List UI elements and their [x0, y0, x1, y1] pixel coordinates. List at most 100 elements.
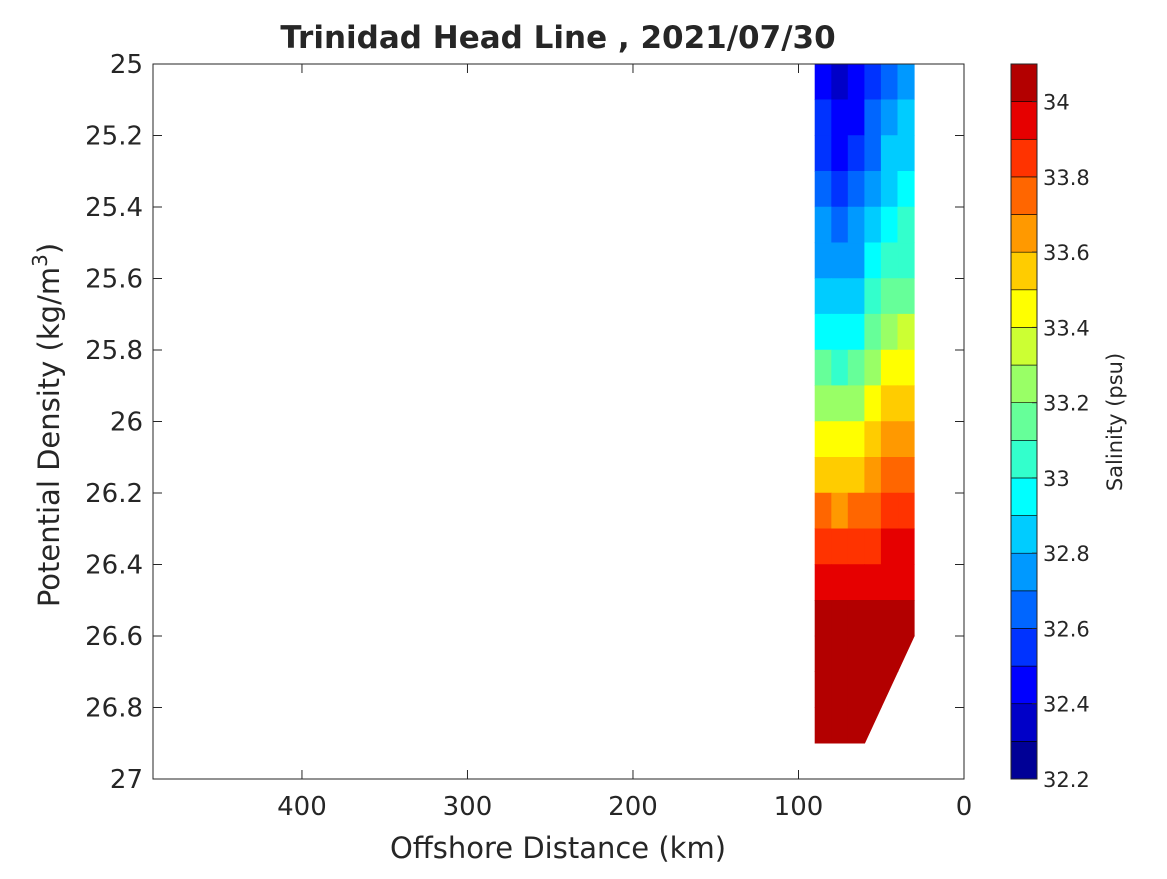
contour-cell — [831, 242, 849, 279]
contour-cell — [831, 671, 849, 708]
contour-cell — [831, 278, 849, 315]
contour-cell — [897, 313, 915, 351]
contour-cell — [880, 635, 899, 673]
contour-cell — [847, 671, 866, 708]
y-axis-label-superscript: 3 — [28, 254, 52, 267]
colorbar-swatch — [1010, 138, 1038, 178]
contour-cell — [814, 707, 832, 744]
colorbar-tick-label: 33.6 — [1043, 241, 1090, 265]
contour-cell — [814, 171, 832, 208]
chart-title: Trinidad Head Line , 2021/07/30 — [280, 20, 835, 56]
y-tick-label: 25.2 — [85, 122, 143, 152]
contour-cell — [847, 492, 866, 530]
contour-cell — [847, 349, 866, 387]
colorbar-swatch — [1010, 628, 1038, 667]
contour-cell — [847, 278, 866, 315]
contour-cell — [880, 671, 899, 708]
contour-cell — [897, 206, 915, 244]
contour-cell — [897, 528, 915, 565]
contour-cell — [880, 206, 899, 244]
contour-cell — [847, 63, 866, 101]
colorbar-tick-label: 33 — [1043, 467, 1070, 491]
contour-cell — [897, 171, 915, 208]
contour-cell — [864, 99, 882, 136]
contour-cell — [864, 206, 882, 244]
contour-cell — [864, 349, 882, 387]
colorbar-swatch — [1010, 590, 1038, 629]
colorbar-tick-label: 32.8 — [1043, 542, 1090, 566]
contour-cell — [831, 63, 849, 101]
contour-cell — [847, 99, 866, 136]
contour-cell — [864, 492, 882, 530]
colorbar-tick-label: 32.4 — [1043, 693, 1090, 717]
y-tick-label: 26 — [110, 408, 143, 438]
contour-cell — [814, 242, 832, 279]
x-axis: 400 300 200 100 0 — [277, 64, 972, 822]
contour-cell — [847, 135, 866, 172]
colorbar-tick-label: 32.2 — [1043, 768, 1090, 792]
contour-cell — [897, 135, 915, 172]
y-tick-label: 25 — [110, 50, 143, 80]
contour-cell — [897, 242, 915, 279]
colorbar-swatch — [1010, 703, 1038, 742]
contour-cell — [847, 635, 866, 673]
contour-cell — [864, 421, 882, 458]
colorbar-swatch — [1010, 364, 1038, 403]
contour-cell — [831, 135, 849, 172]
colorbar-swatch — [1010, 289, 1038, 328]
y-tick-label: 25.8 — [85, 336, 143, 366]
contour-cell — [814, 278, 832, 315]
contour-cell — [880, 528, 899, 565]
contour-cell — [814, 599, 832, 637]
contour-cell — [814, 63, 832, 101]
y-tick-label: 25.4 — [85, 193, 143, 223]
contour-cell — [897, 456, 915, 494]
x-tick-label: 100 — [774, 792, 824, 822]
contour-cell — [897, 421, 915, 458]
colorbar-tick-label: 33.4 — [1043, 316, 1090, 340]
colorbar-swatch — [1010, 63, 1038, 102]
y-tick-label: 25.6 — [85, 265, 143, 295]
contour-cell — [847, 242, 866, 279]
colorbar-swatch — [1010, 515, 1038, 554]
contour-cell — [814, 456, 832, 494]
contour-cell — [897, 564, 915, 601]
contour-cell — [880, 456, 899, 494]
contour-cell — [864, 242, 882, 279]
contour-cell — [831, 528, 849, 565]
contour-cell — [831, 599, 849, 637]
colorbar-tick-label: 34 — [1043, 91, 1070, 115]
colorbar-tick-label: 32.6 — [1043, 617, 1090, 641]
contour-cell — [814, 492, 832, 530]
contour-cell — [880, 63, 899, 101]
colorbar-swatch — [1010, 214, 1038, 253]
contour-cell — [880, 385, 899, 422]
contour-cell — [864, 635, 882, 673]
colorbar-frame — [1010, 63, 1038, 780]
colorbar-swatch — [1010, 176, 1038, 215]
contour-cell — [880, 313, 899, 351]
contour-cell — [864, 171, 882, 208]
contour-cell — [880, 421, 899, 458]
contour-layer — [814, 63, 915, 744]
colorbar-swatch — [1010, 251, 1038, 291]
colorbar-swatch — [1010, 552, 1038, 592]
contour-cell — [897, 63, 915, 101]
y-tick-label: 26.8 — [85, 694, 143, 724]
contour-cell — [831, 564, 849, 601]
contour-cell — [831, 707, 849, 744]
contour-cell — [847, 456, 866, 494]
y-axis-label-close: ) — [32, 243, 66, 254]
contour-cell — [814, 135, 832, 172]
contour-cell — [847, 313, 866, 351]
colorbar-swatch — [1010, 327, 1038, 366]
contour-cell — [814, 671, 832, 708]
x-axis-label: Offshore Distance (km) — [390, 831, 726, 865]
contour-cell — [897, 385, 915, 422]
contour-cell — [864, 456, 882, 494]
contour-cell — [831, 349, 849, 387]
colorbar-swatch — [1010, 665, 1038, 705]
contour-cell — [847, 385, 866, 422]
contour-cell — [880, 242, 899, 279]
contour-cell — [880, 599, 899, 637]
